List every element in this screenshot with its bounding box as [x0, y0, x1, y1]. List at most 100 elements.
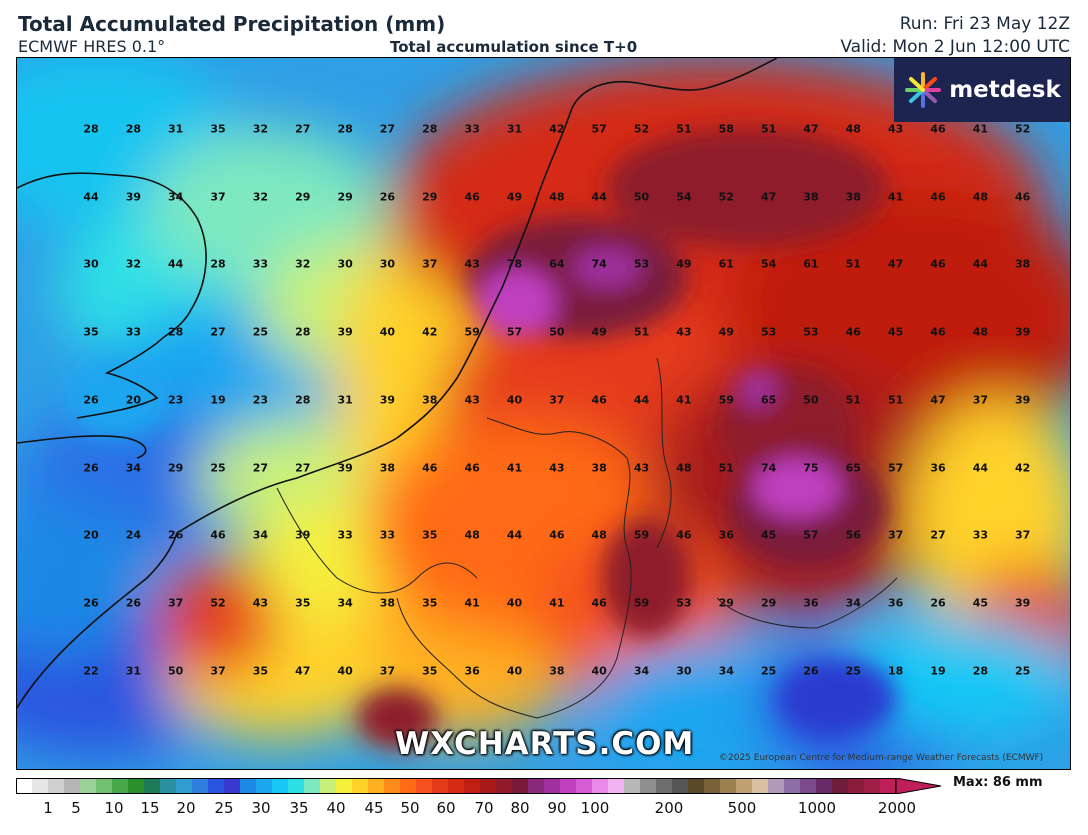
grid-value: 35 [252, 664, 269, 678]
colorbar-swatch [32, 778, 49, 794]
grid-value: 46 [930, 325, 946, 339]
grid-value: 32 [295, 257, 311, 271]
grid-value: 47 [930, 393, 946, 407]
grid-value: 39 [1015, 393, 1031, 407]
colorbar-swatch [656, 778, 673, 794]
colorbar-swatch [736, 778, 753, 794]
colorbar-swatch [304, 778, 321, 794]
colorbar-swatch [448, 778, 465, 794]
grid-value: 36 [718, 528, 734, 542]
grid-value: 44 [972, 257, 988, 271]
precipitation-field [17, 58, 1070, 769]
colorbar-swatch [336, 778, 353, 794]
grid-value-labels: 28 28 31 35 32 27 28 27 28 33 31 42 57 52 51 58 51 47 48 43… [17, 58, 1070, 769]
grid-value: 49 [591, 325, 607, 339]
colorbar-swatch [160, 778, 177, 794]
grid-value: 46 [549, 528, 565, 542]
grid-value: 25 [845, 664, 861, 678]
grid-value: 34 [718, 664, 734, 678]
grid-value: 47 [803, 122, 819, 136]
grid-value: 57 [887, 461, 904, 474]
colorbar-swatch [432, 778, 449, 794]
grid-value: 19 [930, 664, 946, 678]
grid-value: 34 [337, 596, 353, 610]
grid-value: 30 [379, 257, 396, 271]
grid-value: 53 [803, 325, 819, 339]
grid-value: 52 [633, 122, 650, 136]
colorbar-tick-label: 100 [580, 799, 610, 817]
grid-value: 39 [337, 461, 353, 474]
grid-value: 51 [845, 257, 861, 271]
grid-value: 48 [972, 190, 988, 204]
grid-value: 27 [379, 122, 396, 136]
grid-value: 28 [972, 664, 988, 678]
grid-value: 46 [464, 461, 480, 474]
grid-value: 26 [379, 190, 396, 204]
grid-value: 41 [887, 190, 904, 204]
colorbar-swatch [800, 778, 817, 794]
colorbar-swatch [176, 778, 193, 794]
grid-value: 34 [252, 528, 269, 542]
grid-value: 54 [676, 190, 692, 204]
grid-value: 51 [676, 122, 692, 136]
grid-value: 38 [549, 664, 565, 678]
colorbar-swatch [16, 778, 33, 794]
grid-value: 37 [210, 190, 226, 204]
colorbar-tick-label: 70 [474, 799, 494, 817]
run-time: Run: Fri 23 May 12Z [899, 14, 1070, 34]
colorbar-swatch [544, 778, 561, 794]
grid-value: 50 [633, 190, 650, 204]
grid-value: 51 [633, 325, 650, 339]
grid-value: 51 [845, 393, 861, 407]
grid-value: 29 [760, 596, 777, 610]
colorbar-labels: 1 5 10 15 20 25 30 35 40 45 50 60 70 80 90 100 200 500 100… [16, 799, 956, 821]
grid-value: 28 [83, 122, 99, 136]
grid-value: 44 [633, 393, 650, 407]
colorbar-swatch [720, 778, 737, 794]
colorbar-swatch [224, 778, 241, 794]
colorbar-swatch [80, 778, 97, 794]
grid-value: 36 [930, 461, 946, 474]
grid-value: 29 [337, 190, 353, 204]
grid-value: 33 [379, 528, 396, 542]
grid-value: 42 [1015, 461, 1031, 474]
grid-value: 46 [591, 393, 607, 407]
grid-value: 50 [168, 664, 184, 678]
colorbar-swatch [704, 778, 721, 794]
grid-value: 32 [252, 190, 269, 204]
precipitation-map[interactable]: 28 28 31 35 32 27 28 27 28 33 31 42 57 52 51 58 51 47 48 43… [16, 57, 1071, 770]
grid-value: 31 [337, 393, 353, 407]
grid-value: 40 [337, 664, 353, 678]
grid-value: 19 [210, 393, 226, 407]
colorbar-swatch [464, 778, 481, 794]
grid-value: 52 [718, 190, 734, 204]
grid-value: 74 [591, 257, 607, 271]
grid-value: 33 [125, 325, 141, 339]
colorbar-swatch [880, 778, 897, 794]
grid-value: 26 [125, 596, 141, 610]
grid-value: 26 [83, 461, 99, 474]
grid-value: 39 [295, 528, 311, 542]
copyright-notice: ©2025 European Centre for Medium-range W… [719, 753, 1044, 763]
grid-value: 78 [506, 257, 523, 271]
grid-value: 45 [760, 528, 777, 542]
grid-value: 35 [422, 596, 438, 610]
grid-value: 41 [464, 596, 480, 610]
grid-value: 40 [506, 664, 523, 678]
grid-value: 35 [422, 664, 438, 678]
colorbar [16, 778, 942, 794]
grid-value: 44 [591, 190, 607, 204]
grid-value: 51 [718, 461, 734, 474]
grid-value: 48 [591, 528, 607, 542]
coastlines [17, 58, 778, 709]
grid-value: 39 [1015, 325, 1031, 339]
colorbar-tick-label: 60 [436, 799, 456, 817]
grid-value: 25 [760, 664, 777, 678]
grid-value: 64 [549, 257, 565, 271]
grid-value: 43 [464, 393, 480, 407]
colorbar-swatch [256, 778, 273, 794]
grid-value: 37 [972, 393, 988, 407]
grid-value: 47 [887, 257, 904, 271]
grid-value: 39 [1015, 596, 1031, 610]
colorbar-swatch [384, 778, 401, 794]
